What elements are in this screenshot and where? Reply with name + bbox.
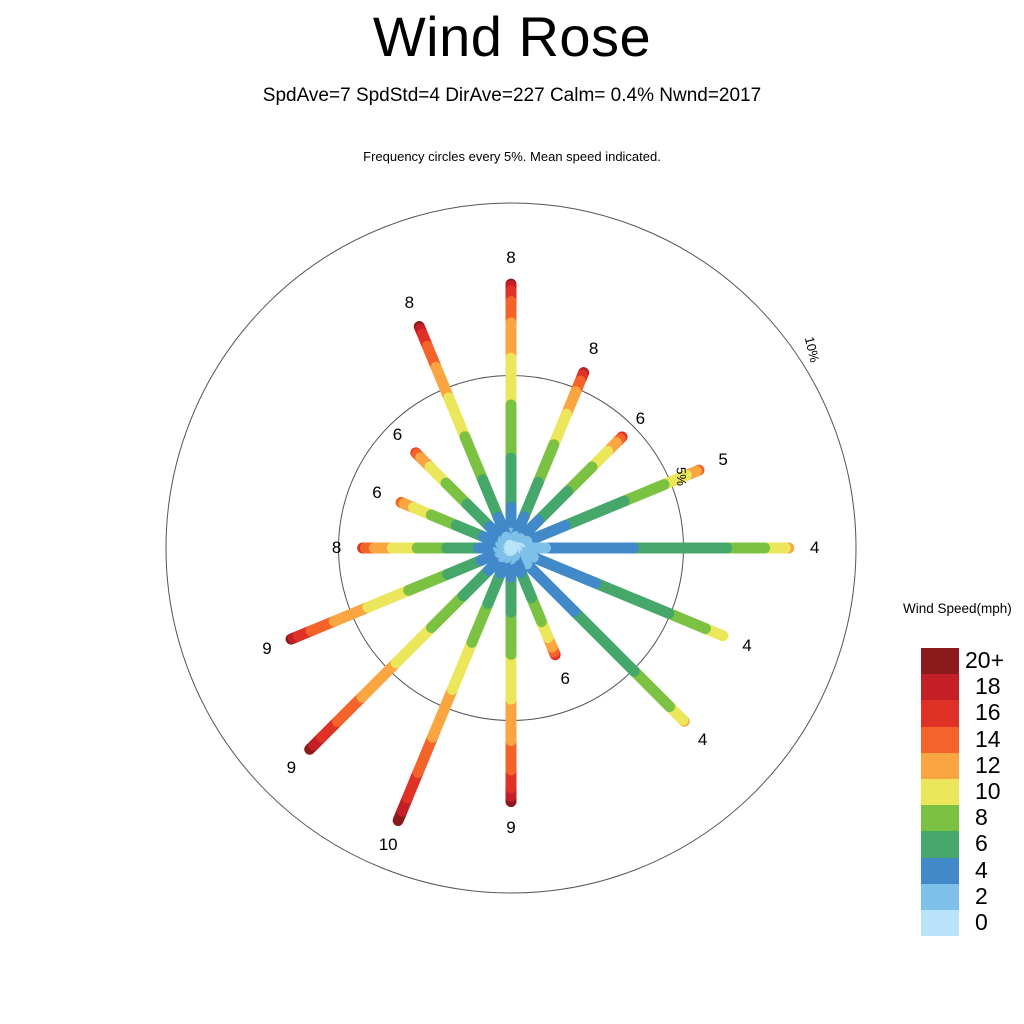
frequency-note: Frequency circles every 5%. Mean speed i…	[363, 149, 661, 164]
legend-label: 8	[975, 804, 988, 831]
petal-segment	[482, 567, 507, 609]
mean-speed-label-s: 9	[506, 817, 516, 837]
page-title: Wind Rose	[372, 5, 652, 68]
legend-label: 12	[975, 751, 1001, 778]
mean-speed-label-nw: 6	[392, 424, 403, 444]
legend-swatch	[921, 909, 959, 937]
legend-row: 14	[921, 726, 1001, 753]
petal-segment	[328, 601, 374, 627]
summary-stats: SpdAve=7 SpdStd=4 DirAve=227 Calm= 0.4% …	[262, 85, 762, 106]
mean-speed-label-ese: 4	[742, 635, 752, 655]
legend-label: 0	[975, 908, 988, 935]
legend-swatch	[921, 648, 959, 675]
petal-segment	[589, 577, 675, 619]
petal-segment	[442, 554, 487, 580]
petal-segment	[457, 564, 495, 602]
petal-segment	[527, 551, 601, 589]
wind-petal	[505, 542, 690, 727]
petal-segment	[628, 665, 676, 713]
legend-label: 4	[975, 856, 988, 883]
legend-label: 20+	[965, 647, 1005, 674]
legend-title: Wind Speed(mph)	[903, 601, 1012, 616]
legend-row: 0	[921, 909, 988, 937]
petal-segment	[559, 495, 630, 532]
petal-segment	[390, 622, 437, 669]
petal-segment	[466, 597, 494, 648]
mean-speed-label-ne: 6	[635, 408, 646, 428]
mean-speed-label-nne: 8	[588, 338, 599, 358]
mean-speed-label-wnw: 6	[372, 482, 382, 502]
wind-petals	[285, 278, 795, 827]
mean-speed-label-e: 4	[809, 538, 820, 557]
mean-speed-label-ssw: 10	[378, 834, 398, 854]
mean-speed-label-sse: 6	[560, 668, 570, 688]
wind-petal	[392, 542, 517, 827]
legend-swatch	[921, 674, 959, 701]
petal-segment	[356, 657, 402, 703]
legend-row: 20+	[921, 647, 1004, 675]
legend-swatch	[921, 857, 959, 884]
legend-row: 10	[921, 778, 1001, 806]
mean-speed-label-w: 8	[331, 538, 342, 557]
petal-segment	[532, 439, 560, 488]
petal-segment	[548, 408, 572, 451]
petal-segment	[518, 476, 544, 523]
petal-segment	[425, 590, 469, 634]
petal-segment	[618, 479, 670, 507]
wind-petal	[413, 320, 517, 554]
petal-segment	[446, 636, 478, 696]
legend-swatch	[921, 831, 959, 858]
petal-segment	[362, 584, 415, 613]
petal-segment	[521, 558, 580, 617]
petal-segment	[562, 461, 598, 497]
petal-segment	[521, 520, 571, 547]
petal-segment	[477, 474, 504, 523]
petal-segment	[412, 731, 439, 778]
petal-segment	[403, 568, 454, 596]
legend-row: 8	[921, 804, 988, 832]
petal-segment	[532, 485, 574, 527]
legend-swatch	[921, 726, 959, 753]
petal-segment	[459, 431, 489, 486]
petal-segment	[443, 392, 471, 443]
mean-speed-label-sw: 9	[286, 757, 297, 777]
wind-petal	[505, 431, 628, 554]
legend-swatch	[921, 778, 959, 806]
wind-petal	[304, 542, 517, 755]
frequency-ring	[165, 202, 857, 894]
legend-label: 6	[975, 830, 988, 857]
legend-label: 18	[975, 673, 1001, 700]
legend-row: 2	[921, 883, 988, 910]
legend-row: 6	[921, 830, 988, 858]
petal-segment	[504, 539, 517, 554]
legend-row: 18	[921, 673, 1001, 701]
wind-petal	[285, 542, 517, 645]
petal-segment	[332, 691, 368, 727]
mean-speed-label-nnw: 8	[404, 292, 415, 312]
petal-segment	[427, 684, 458, 743]
legend-row: 12	[921, 752, 1001, 779]
legend-label: 14	[975, 725, 1001, 752]
legend-swatch	[921, 700, 959, 727]
mean-speed-label-se: 4	[697, 729, 708, 749]
mean-speed-label-n: 8	[506, 248, 516, 268]
ring-label-5: 5%	[673, 466, 689, 486]
mean-speed-label-ene: 5	[718, 450, 728, 470]
petal-segment	[663, 607, 711, 635]
legend-swatch	[921, 805, 959, 832]
legend-label: 16	[975, 699, 1001, 726]
mean-speed-label-wsw: 9	[262, 639, 272, 658]
legend-row: 16	[921, 699, 1001, 727]
legend-label: 10	[975, 777, 1001, 804]
petal-segment	[430, 361, 455, 404]
petal-segment	[568, 605, 640, 677]
speed-legend: 20+ 18 16 14 12 10 8 6 4 2 0	[921, 647, 1004, 937]
legend-swatch	[921, 752, 959, 779]
legend-swatch	[921, 883, 959, 910]
legend-label: 2	[975, 882, 988, 909]
legend-row: 4	[921, 857, 988, 884]
